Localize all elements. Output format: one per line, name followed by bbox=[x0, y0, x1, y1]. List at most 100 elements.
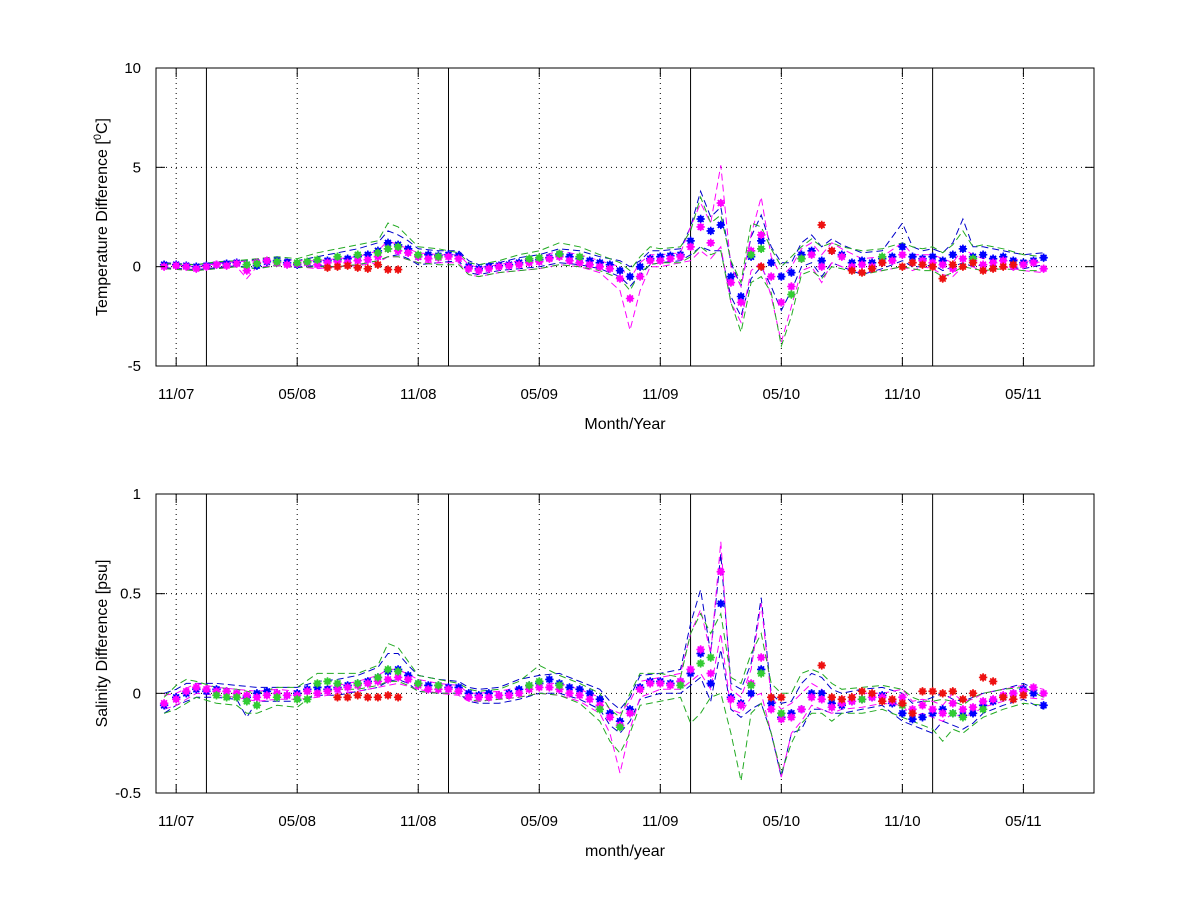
data-point-star bbox=[282, 691, 292, 700]
data-point-star bbox=[525, 254, 534, 263]
data-point-star bbox=[928, 705, 937, 714]
data-point-star bbox=[918, 701, 927, 710]
data-point-star bbox=[353, 256, 362, 265]
data-point-star bbox=[797, 254, 806, 263]
y-tick-label: 0 bbox=[133, 259, 141, 276]
data-point-star bbox=[242, 266, 251, 275]
data-point-star bbox=[303, 257, 312, 266]
y-tick-label: 10 bbox=[124, 60, 141, 77]
envelope-line-2 bbox=[164, 541, 1044, 714]
data-point-star bbox=[857, 695, 867, 704]
data-point-star bbox=[757, 230, 766, 240]
data-point-star bbox=[696, 659, 705, 668]
x-tick-label: 11/09 bbox=[642, 386, 678, 403]
data-point-star bbox=[373, 673, 383, 682]
data-point-star bbox=[192, 264, 201, 273]
data-point-star bbox=[968, 258, 978, 267]
data-point-star bbox=[777, 693, 786, 702]
data-point-star bbox=[625, 272, 635, 281]
salinity-difference-panel: 11/07 05/08 11/08 05/09 11/09 05/10 11/10 05/11… bbox=[94, 486, 1095, 860]
data-point-star bbox=[323, 687, 332, 696]
data-point-star bbox=[605, 713, 615, 722]
data-point-star bbox=[696, 214, 705, 224]
x-tick-label: 11/10 bbox=[884, 386, 920, 403]
data-point-star bbox=[968, 689, 978, 698]
data-point-star bbox=[1009, 260, 1018, 269]
data-point-star bbox=[817, 220, 826, 230]
y-tick-label: -0.5 bbox=[115, 785, 141, 802]
data-point-star bbox=[1039, 264, 1048, 273]
data-point-star bbox=[434, 252, 443, 261]
data-point-star bbox=[1019, 260, 1028, 269]
data-point-star bbox=[585, 260, 594, 269]
data-point-star bbox=[393, 673, 403, 682]
data-point-star bbox=[383, 244, 393, 253]
data-point-star bbox=[635, 685, 645, 694]
data-point-star bbox=[958, 705, 968, 714]
data-point-star bbox=[696, 645, 705, 654]
data-point-star bbox=[817, 689, 826, 698]
data-point-star bbox=[212, 260, 221, 269]
data-point-star bbox=[827, 246, 836, 255]
data-point-star bbox=[797, 705, 806, 714]
data-point-star bbox=[817, 661, 826, 670]
data-point-star bbox=[767, 699, 776, 708]
data-point-star bbox=[706, 238, 715, 247]
data-point-star bbox=[706, 653, 715, 662]
data-point-star bbox=[1039, 253, 1048, 262]
data-point-star bbox=[393, 265, 403, 274]
data-point-star bbox=[585, 695, 594, 704]
data-point-star bbox=[817, 262, 826, 271]
data-point-star bbox=[1029, 683, 1038, 692]
data-point-star bbox=[706, 679, 715, 688]
data-point-star bbox=[565, 683, 574, 692]
data-point-star bbox=[978, 697, 988, 706]
data-point-star bbox=[363, 693, 372, 702]
data-point-star bbox=[383, 238, 393, 247]
series-0 bbox=[159, 214, 1048, 301]
data-point-star bbox=[746, 689, 756, 698]
data-point-star bbox=[878, 697, 887, 706]
envelope-line-2 bbox=[164, 165, 1044, 289]
data-point-star bbox=[383, 675, 393, 684]
x-axis-label: month/year bbox=[585, 843, 666, 860]
data-point-star bbox=[514, 689, 524, 698]
data-point-star bbox=[787, 713, 796, 722]
y-axis-label-superscript: 0 bbox=[92, 134, 104, 140]
data-point-star bbox=[958, 254, 968, 263]
data-point-star bbox=[978, 705, 988, 714]
x-tick-label: 05/10 bbox=[763, 813, 801, 830]
data-point-star bbox=[666, 254, 675, 263]
data-point-star bbox=[817, 256, 826, 265]
data-point-star bbox=[474, 693, 483, 702]
data-point-star bbox=[434, 681, 443, 690]
data-point-star bbox=[535, 683, 544, 692]
data-point-star bbox=[736, 298, 746, 307]
data-point-star bbox=[736, 701, 746, 710]
data-point-star bbox=[988, 258, 998, 267]
data-point-star bbox=[333, 685, 342, 694]
data-point-star bbox=[978, 250, 988, 259]
envelope-line-4 bbox=[164, 195, 1044, 285]
series-3 bbox=[333, 661, 1028, 718]
data-point-star bbox=[857, 268, 867, 277]
data-point-star bbox=[908, 715, 917, 724]
data-point-star bbox=[999, 262, 1008, 271]
data-point-star bbox=[272, 693, 282, 702]
data-point-star bbox=[605, 264, 615, 273]
data-point-star bbox=[383, 265, 393, 274]
data-point-star bbox=[888, 695, 897, 704]
x-axis-label: Month/Year bbox=[584, 416, 666, 433]
data-point-star bbox=[968, 709, 978, 718]
data-point-star bbox=[363, 264, 372, 273]
x-tick-label: 11/08 bbox=[400, 813, 436, 830]
data-point-star bbox=[827, 703, 836, 712]
y-axis-label: Temperature Difference [0C] bbox=[92, 118, 111, 316]
data-point-star bbox=[414, 250, 423, 259]
data-point-star bbox=[504, 261, 514, 270]
data-point-star bbox=[262, 691, 272, 700]
data-point-star bbox=[857, 687, 867, 696]
data-point-star bbox=[938, 689, 947, 698]
data-point-star bbox=[958, 695, 968, 704]
data-point-star bbox=[908, 258, 917, 267]
